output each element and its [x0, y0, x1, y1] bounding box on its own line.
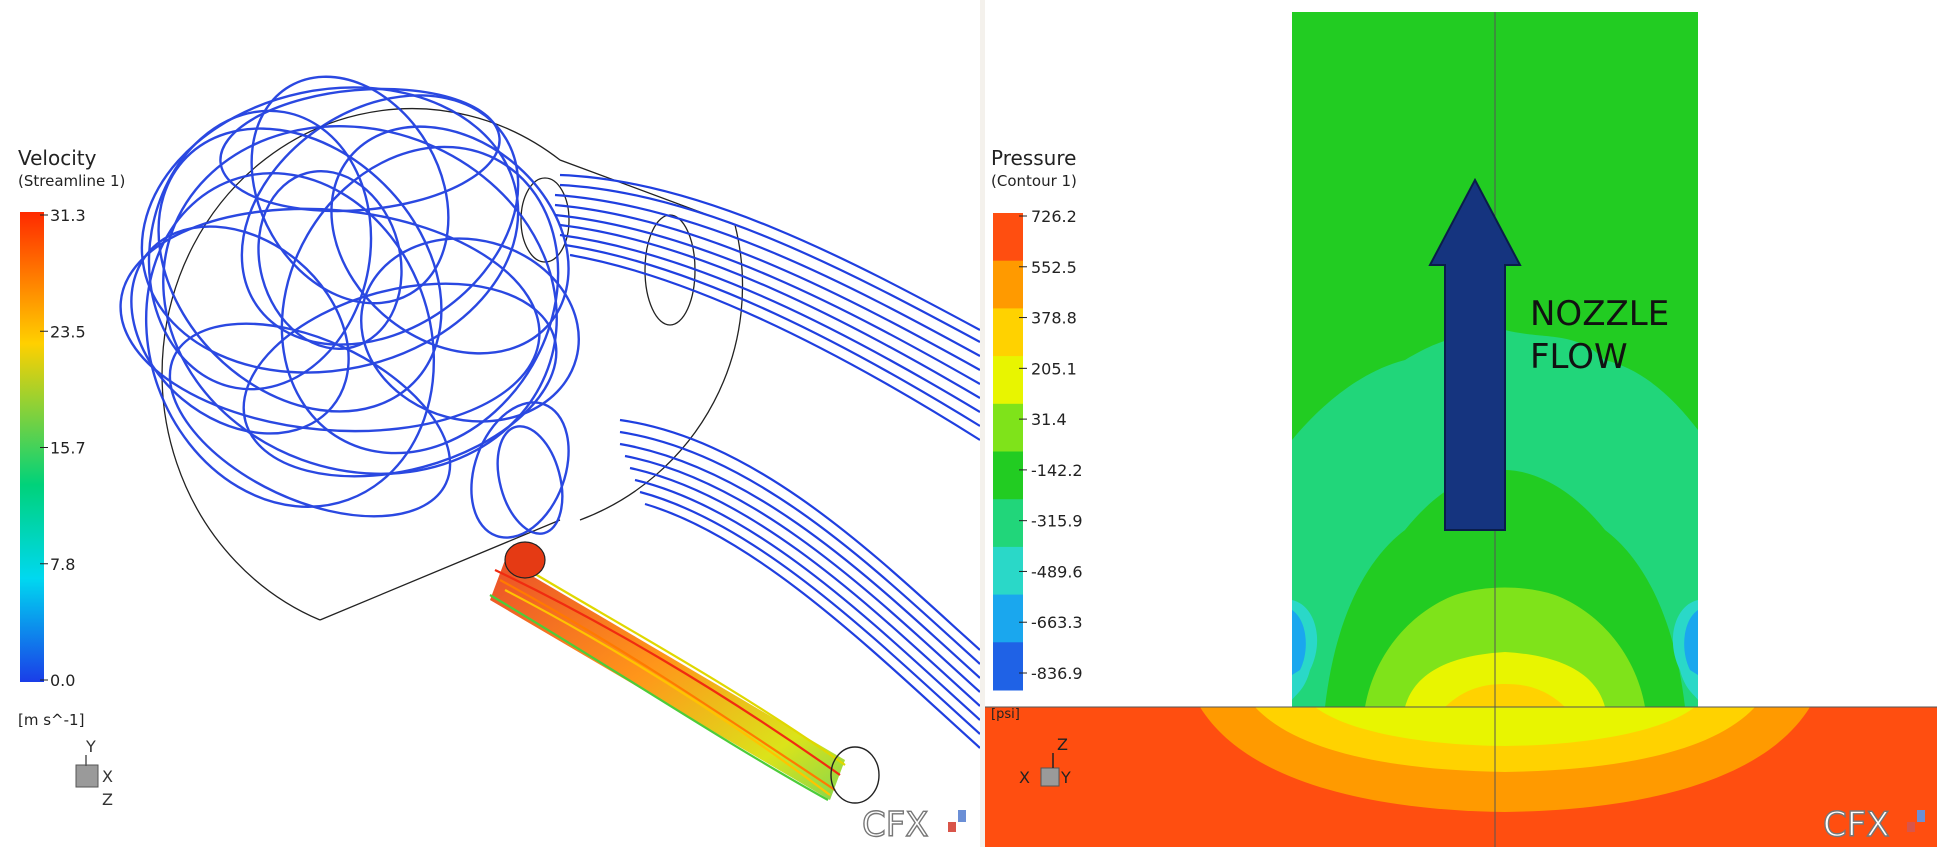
nozzle-domain: [1292, 12, 1698, 847]
cfx-logo-right: CFX: [1822, 804, 1925, 846]
pressure-legend-title: Pressure: [991, 146, 1076, 170]
chamber-streamlines: [119, 75, 580, 539]
pressure-tick-label: -663.3: [1031, 613, 1083, 632]
pressure-tick-label: 31.4: [1031, 410, 1067, 429]
pressure-color-band: [993, 213, 1023, 262]
velocity-streamline-panel: Velocity (Streamline 1) 31.3 23.5 15.7 7.8 0…: [18, 75, 980, 846]
pressure-color-band: [993, 499, 1023, 548]
velocity-tick-label: 31.3: [50, 206, 86, 225]
axis-x-label: X: [1019, 768, 1030, 787]
nozzle-label: NOZZLE: [1530, 294, 1669, 334]
pressure-tick-label: -315.9: [1031, 512, 1083, 531]
pressure-tick-label: -142.2: [1031, 461, 1083, 480]
pressure-tick-label: 726.2: [1031, 207, 1077, 226]
velocity-tick-label: 15.7: [50, 439, 86, 458]
pressure-tick-label: 378.8: [1031, 309, 1077, 328]
right-axes-triad: Z X Y: [1019, 735, 1071, 787]
axis-y-label: Y: [85, 737, 96, 756]
pressure-tick-label: -489.6: [1031, 562, 1083, 581]
pressure-legend: Pressure (Contour 1) 726.2 552.5 378.8 205.…: [991, 146, 1083, 722]
panel-divider: [980, 0, 985, 847]
chamber-domain: [985, 706, 1937, 847]
pressure-color-band: [993, 308, 1023, 357]
pressure-contour-panel: NOZZLE FLOW Pressure (Contour 1) 726.2 55…: [985, 0, 1937, 847]
flow-label: FLOW: [1530, 337, 1628, 377]
velocity-legend-subtitle: (Streamline 1): [18, 172, 125, 190]
velocity-legend: Velocity (Streamline 1) 31.3 23.5 15.7 7.8 0…: [18, 146, 125, 729]
pressure-color-band: [993, 642, 1023, 691]
axis-z-label: Z: [102, 790, 113, 809]
pressure-units: [psi]: [991, 707, 1020, 722]
pressure-color-band: [993, 260, 1023, 309]
pressure-color-band: [993, 356, 1023, 405]
axis-z-label: Z: [1057, 735, 1068, 754]
pressure-color-band: [993, 451, 1023, 500]
axis-cube: [75, 764, 99, 788]
axis-y-label: Y: [1060, 768, 1071, 787]
pressure-legend-subtitle: (Contour 1): [991, 172, 1077, 190]
pressure-tick-label: 205.1: [1031, 359, 1077, 378]
pressure-color-band: [993, 546, 1023, 596]
cfx-logo-left: CFX: [861, 804, 966, 846]
velocity-units: [m s^-1]: [18, 711, 84, 729]
pressure-color-band: [993, 403, 1023, 452]
lower-outlet-streamlines: [619, 418, 980, 749]
velocity-legend-title: Velocity: [18, 146, 97, 170]
pressure-figure: NOZZLE FLOW Pressure (Contour 1) 726.2 55…: [985, 12, 1937, 847]
velocity-tick-label: 0.0: [50, 671, 75, 690]
axis-x-label: X: [102, 767, 113, 786]
upper-outlet-streamlines: [554, 173, 980, 441]
pressure-tick-label: -836.9: [1031, 664, 1083, 683]
velocity-figure: Velocity (Streamline 1) 31.3 23.5 15.7 7.8 0…: [18, 75, 980, 846]
velocity-tick-label: 7.8: [50, 555, 75, 574]
pressure-color-band: [993, 594, 1023, 643]
left-axes-triad: Y X Z: [75, 737, 113, 809]
cfx-logo-text: CFX: [862, 805, 929, 845]
inlet-nozzle: [489, 541, 880, 804]
velocity-tick-label: 23.5: [50, 322, 86, 341]
cfx-logo-text: CFX: [1823, 805, 1890, 845]
axis-cube: [1040, 767, 1060, 787]
pressure-tick-label: 552.5: [1031, 258, 1077, 277]
nozzle-flow-arrow: [1428, 177, 1522, 531]
